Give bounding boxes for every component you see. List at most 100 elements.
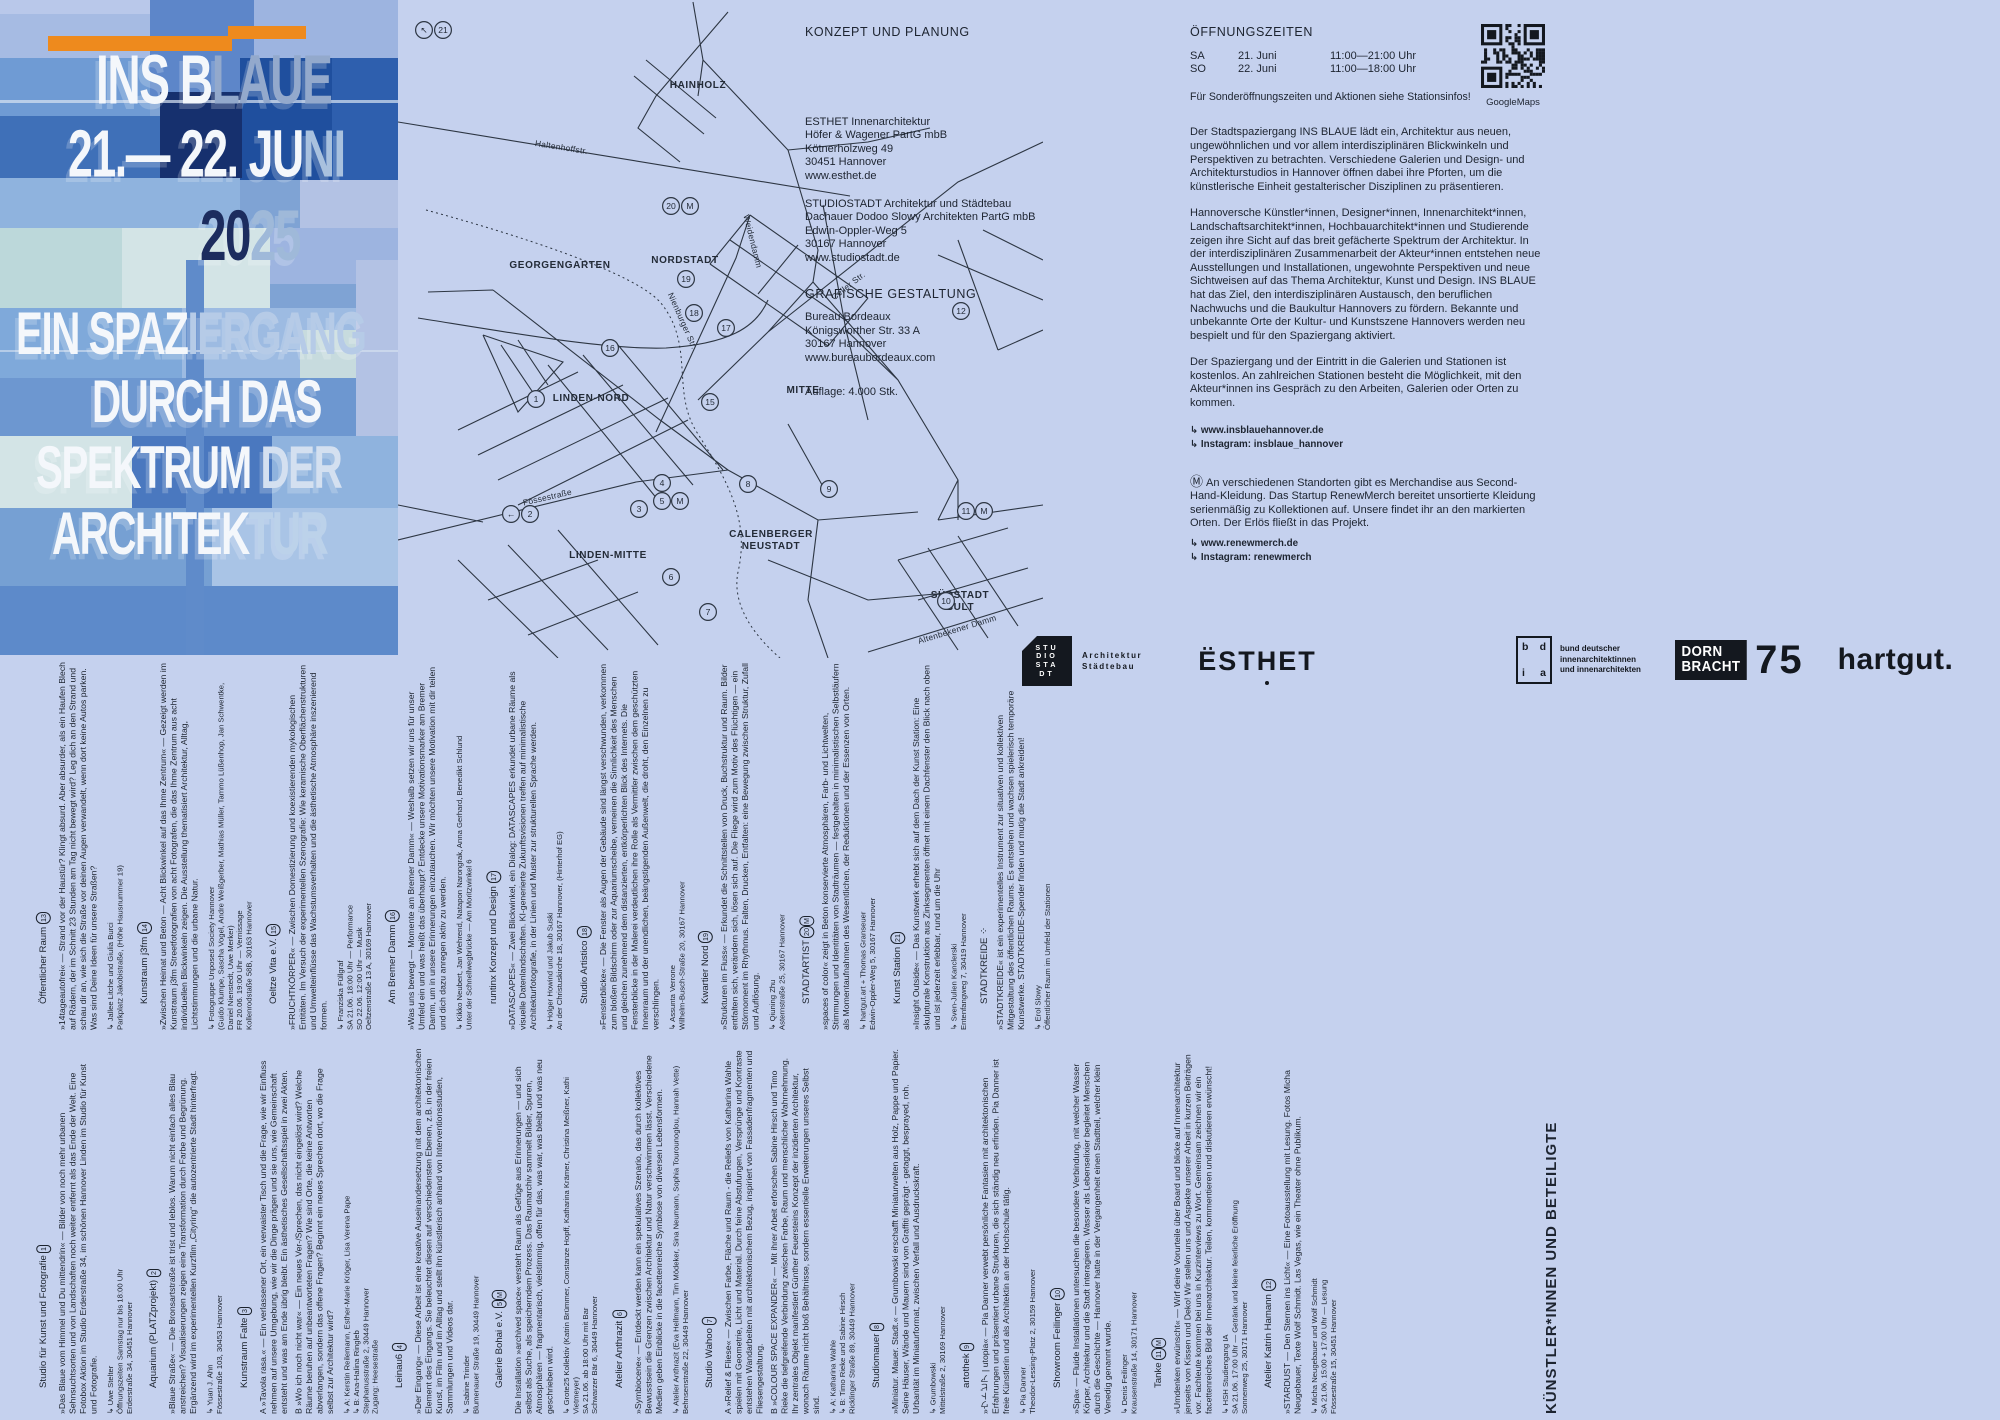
credit-line: Schwarzer Bär 6, 30449 Hannover	[590, 1296, 600, 1414]
logo-text-line: DORN	[1681, 644, 1723, 660]
station-title: Kunst Station 21	[889, 932, 905, 1004]
link[interactable]: ↳ Instagram: renewmerch	[1190, 552, 1312, 564]
station-title: Kunstraum Falte 3	[236, 1306, 252, 1388]
credit-line: Asternstraße 25, 30167 Hannover	[777, 914, 787, 1030]
station-title: STADTARTIST 20M	[799, 915, 815, 1004]
poster-line: 21.— 22. JUNI	[68, 117, 346, 192]
credit-line: Fössestraße 15, 30451 Hannover	[1328, 1299, 1338, 1414]
station-number-badge: 6	[612, 1310, 628, 1319]
merch-icon: Ⓜ	[1190, 473, 1204, 489]
svg-text:11: 11	[962, 506, 971, 516]
station-entry: Studiomauer 8 »Miniatur. Mauer. Stadt.« —…	[868, 1048, 947, 1414]
credit-line: Theodor-Lessing-Platz 2, 30159 Hannover	[1028, 1269, 1038, 1414]
map-marker-15: 15	[701, 393, 720, 412]
map-marker-4: 4	[653, 474, 672, 493]
qr-caption: GoogleMaps	[1486, 97, 1540, 108]
station-number-badge: 10	[1049, 1288, 1065, 1301]
link[interactable]: ↳ www.renewmerch.de	[1190, 538, 1299, 550]
station-number-badge: ⁘	[978, 926, 990, 935]
station-number-badge: 21	[889, 932, 905, 945]
svg-text:6: 6	[669, 572, 674, 582]
district-label: CALENBERGER	[729, 529, 813, 540]
logo-letter-row: STU	[1035, 642, 1059, 652]
station-number-badge: 3	[236, 1306, 252, 1315]
credit-line: ↳ Jallee Litche und Giulia Burci	[106, 922, 115, 1030]
credit-line: Erderstraße 34, 30451 Hannover	[124, 1301, 134, 1414]
station-credits: ↳ HSH Studiengang IA SA 21.06. 17:00 Uhr …	[1221, 1048, 1249, 1414]
station-description: »Insight Outside« — Das Kunstwerk erhebt…	[910, 665, 942, 1030]
logo-text-line: BRACHT	[1681, 659, 1741, 675]
participants-side-label: KÜNSTLER*INNEN UND BETEILIGTE	[1543, 1121, 1560, 1414]
station-title: STADTKREIDE ⁘	[978, 926, 990, 1004]
address-line: Königsworther Str. 33 A	[805, 324, 920, 337]
station-description: A »Tavola rasa.« — Ein verlassener Ort, …	[257, 1060, 289, 1414]
station-description: »Das Blaue vom Himmel und Du mittendrin«…	[57, 1063, 99, 1414]
svg-text:1: 1	[534, 394, 539, 404]
qr-code[interactable]	[1481, 24, 1545, 88]
station-credits: ↳ hartgut.art + Thomas Granseuer Edwin-Op…	[859, 662, 878, 1030]
esthet-address: ESTHET Innenarchitektur Höfer & Wagener P…	[805, 116, 1165, 184]
station-description: B »COLOUR SPACE EXPANDER« — Mit ihrer Ar…	[769, 1057, 822, 1414]
opening-hours-row: SO 22. Juni 11:00—18:00 Uhr	[1190, 63, 1417, 76]
station-number-badge: 14	[136, 922, 152, 935]
hartgut-logo: hartgut.	[1837, 643, 1954, 676]
station-credits: ↳ Jallee Litche und Giulia Burci Parkplat…	[106, 662, 125, 1030]
station-description: »Symbiocene« — Entdeckt werden kann ein …	[633, 1055, 665, 1414]
station-title: runtinx Konzept und Design 17	[486, 871, 502, 1004]
svg-text:16: 16	[605, 343, 615, 353]
orange-stripe	[48, 36, 232, 51]
credit-line: FR 20.06. 19:00 Uhr — Vernissage	[235, 910, 245, 1030]
street-label: Weidendamm	[741, 214, 764, 269]
station-description: »Was uns bewegt — Momente am Bremer Damm…	[406, 666, 448, 1030]
logo-text-line: Städtebau	[1082, 662, 1136, 671]
map-marker-19: 19	[677, 270, 696, 289]
map-marker-7: 7	[699, 602, 718, 621]
svg-text:4: 4	[660, 478, 665, 488]
address-line: Dachauer Dodoo Slowy Architekten PartG m…	[805, 211, 1036, 224]
station-credits: ↳ A: Kerstin Reilemann, Esther-Marie Krö…	[342, 1048, 380, 1414]
konzept-column: KONZEPT UND PLANUNG ESTHET Innenarchitek…	[805, 25, 1165, 399]
station-number-badge: 7	[702, 1317, 718, 1326]
station-title: Kunstraum j3fm 14	[136, 922, 152, 1004]
station-description: »Umdenken erwünscht« — Wirf deine Vorurt…	[1171, 1054, 1214, 1414]
address-line: 30167 Hannover	[805, 338, 887, 351]
intro-paragraph: Hannoversche Künstler*innen, Designer*in…	[1190, 207, 1541, 342]
poster-line: EIN SPAZIERGANG	[16, 299, 367, 368]
credit-line: SO 22.06. 12:00 Uhr — Musik	[354, 927, 364, 1030]
district-label: LINDEN-NORD	[553, 393, 630, 404]
credit-line: ↳ Atelier Anthrazit (Eva Hellmann, Tim M…	[671, 1065, 681, 1414]
link[interactable]: ↳ Instagram: insblaue_hannover	[1190, 438, 1344, 450]
station-title: Studio für Kunst und Fotografie 1	[36, 1244, 51, 1388]
intro-paragraph: Der Stadtspaziergang INS BLAUE lädt ein,…	[1190, 126, 1525, 193]
station-number-badge: 8	[869, 1322, 885, 1331]
station-number-badge: 15	[265, 923, 281, 936]
station-entry: Kunstraum j3fm 14 »Zwischen Heimat und Be…	[136, 662, 254, 1030]
svg-text:↖: ↖	[420, 25, 427, 35]
address-line: www.bureaubordeaux.com	[805, 351, 936, 364]
credit-line: Edwin-Oppler-Weg 5, 30167 Hannover	[868, 897, 878, 1030]
station-description: »FRUCHTKÖRPER« — Zwischen Domestizierung…	[286, 664, 329, 1030]
credit-line: Stephanusstraße 2, 30449 Hannover	[360, 1287, 370, 1414]
link[interactable]: ↳ www.insblauehannover.de	[1190, 424, 1324, 436]
map-marker-M: M	[671, 492, 690, 511]
svg-text:8: 8	[746, 479, 751, 489]
station-credits: ↳ Sabine Trinder Blumenauer Straße 19, 30…	[462, 1048, 481, 1414]
district-label: BULT	[946, 602, 974, 613]
station-number-badge: 2	[146, 1269, 162, 1278]
konzept-header: KONZEPT UND PLANUNG	[805, 25, 970, 39]
credit-line: ↳ hartgut.art + Thomas Granseuer	[858, 911, 868, 1030]
station-title: Atelier Katrin Hamann 12	[1260, 1279, 1276, 1388]
map-marker-17: 17	[717, 319, 736, 338]
station-description: »Spa« — Fluide Installationen untersuche…	[1070, 1061, 1113, 1414]
station-entry: Galerie Bohai e.V. 5M Die Installation »a…	[491, 1048, 600, 1414]
credit-line: ↳ Denis Feilinger	[1119, 1354, 1129, 1414]
svg-text:M: M	[980, 506, 987, 516]
station-title: Studio Wahoo 7	[702, 1317, 718, 1388]
station-entry: Tanke 11M »Umdenken erwünscht« — Wirf dei…	[1150, 1048, 1249, 1414]
station-title: Studio Artistico 18	[576, 925, 592, 1004]
dornbracht-logo: DORN BRACHT 75	[1674, 638, 1804, 683]
station-credits: ↳ Fotogruppe Unposed Society Hannover (Gu…	[207, 662, 254, 1030]
poster-line: ARCHITEKTUR	[52, 499, 329, 568]
credit-line: An der Christuskirche 18, 30167 Hannover…	[555, 831, 565, 1030]
opening-hours-header: ÖFFNUNGSZEITEN	[1190, 25, 1313, 39]
